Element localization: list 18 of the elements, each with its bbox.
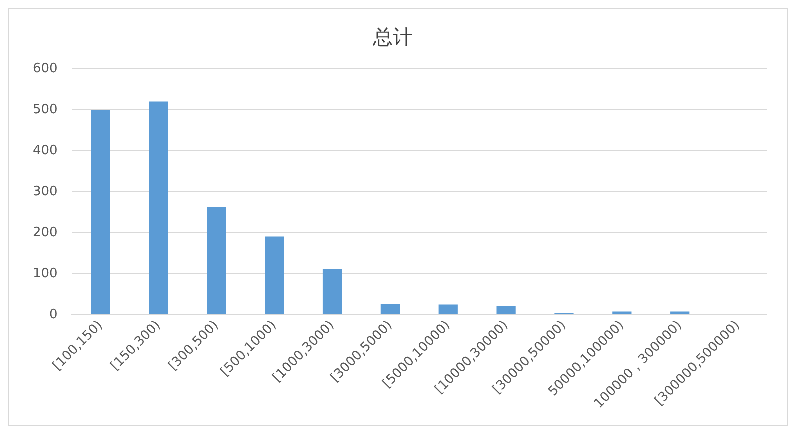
bar — [380, 304, 400, 315]
bar — [91, 110, 110, 315]
bar — [149, 102, 168, 315]
y-tick-label: 200 — [32, 225, 58, 240]
bar — [265, 236, 284, 315]
bar — [438, 304, 458, 315]
bar — [670, 312, 690, 315]
y-tick-label: 100 — [32, 266, 58, 282]
bar — [612, 312, 632, 315]
y-tick-label: 0 — [50, 307, 58, 322]
bar — [207, 207, 226, 315]
bar — [322, 269, 342, 315]
y-tick-label: 400 — [32, 143, 58, 158]
y-tick-label: 500 — [32, 102, 58, 118]
y-tick-label: 600 — [32, 61, 58, 76]
bar — [496, 306, 516, 315]
y-tick-label: 300 — [32, 184, 58, 200]
chart-title: 总计 — [372, 25, 413, 50]
